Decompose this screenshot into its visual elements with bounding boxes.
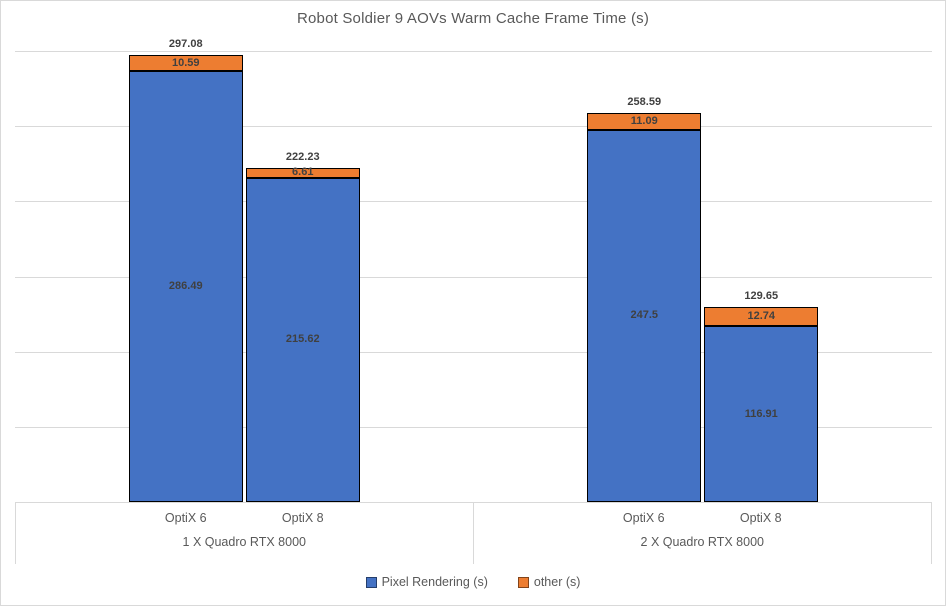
bar-optix-6-group1: 297.08 10.59 286.49 <box>128 39 243 502</box>
bar-segment: 286.49 <box>128 71 243 502</box>
legend-label: Pixel Rendering (s) <box>381 575 488 589</box>
plot-area: 297.08 10.59 286.49 222.23 6.61 215.62 258.59 1… <box>15 39 933 502</box>
segment-value-label: 215.62 <box>285 333 320 346</box>
bar-optix-8-group1: 222.23 6.61 215.62 <box>245 151 360 502</box>
legend-label: other (s) <box>533 575 581 589</box>
bar-segment: 215.62 <box>245 177 360 502</box>
category-label: OptiX 6 <box>622 511 665 525</box>
gridline <box>15 426 932 428</box>
bar-group-2: 258.59 11.09 247.5 129.65 12.74 116.91 <box>474 51 933 502</box>
bar-segment: 11.09 <box>587 113 702 130</box>
bar-segment: 12.74 <box>704 307 819 327</box>
segment-value-label: 10.59 <box>171 56 200 69</box>
bar-segment: 6.61 <box>245 166 360 179</box>
segment-value-label: 11.09 <box>630 115 658 128</box>
chart-title: Robot Soldier 9 AOVs Warm Cache Frame Ti… <box>296 10 650 27</box>
axis-group-2: OptiX 6 OptiX 8 2 X Quadro RTX 8000 <box>474 503 932 564</box>
gridline <box>15 51 932 52</box>
legend-swatch-icon <box>517 576 529 588</box>
category-label-row: OptiX 6 OptiX 8 <box>585 511 819 525</box>
bar-total-label: 222.23 <box>285 150 320 163</box>
axis-group-label: 2 X Quadro RTX 8000 <box>640 535 764 549</box>
bar-group-1: 297.08 10.59 286.49 222.23 6.61 215.62 <box>15 39 474 502</box>
bars-layer: 297.08 10.59 286.49 222.23 6.61 215.62 258.59 1… <box>15 39 933 502</box>
axis-group-1: OptiX 6 OptiX 8 1 X Quadro RTX 8000 <box>15 503 474 564</box>
category-label: OptiX 6 <box>164 511 207 525</box>
gridline <box>15 351 932 353</box>
bar-optix-6-group2: 258.59 11.09 247.5 <box>587 97 702 502</box>
category-label-row: OptiX 6 OptiX 8 <box>127 511 361 525</box>
category-label: OptiX 8 <box>281 511 324 525</box>
legend: Pixel Rendering (s) other (s) <box>1 575 945 589</box>
bar-total-label: 297.08 <box>168 38 203 51</box>
gridline <box>15 126 932 128</box>
segment-value-label: 247.5 <box>630 309 659 322</box>
segment-value-label: 116.91 <box>744 407 778 420</box>
segment-value-label: 286.49 <box>168 280 203 293</box>
legend-item: Pixel Rendering (s) <box>365 575 488 589</box>
category-label: OptiX 8 <box>739 511 782 525</box>
segment-value-label: 6.61 <box>292 166 314 179</box>
bar-total-label: 129.65 <box>744 290 779 303</box>
bar-segment: 116.91 <box>704 326 819 502</box>
legend-item: other (s) <box>517 575 581 589</box>
bar-segment: 247.5 <box>587 129 702 502</box>
legend-swatch-icon <box>365 576 377 588</box>
bar-segment: 10.59 <box>128 55 243 72</box>
gridline <box>15 201 932 203</box>
segment-value-label: 12.74 <box>747 310 776 323</box>
axis-group-label: 1 X Quadro RTX 8000 <box>182 535 306 549</box>
gridline <box>15 276 932 278</box>
bar-total-label: 258.59 <box>627 96 662 109</box>
bar-optix-8-group2: 129.65 12.74 116.91 <box>704 291 819 502</box>
